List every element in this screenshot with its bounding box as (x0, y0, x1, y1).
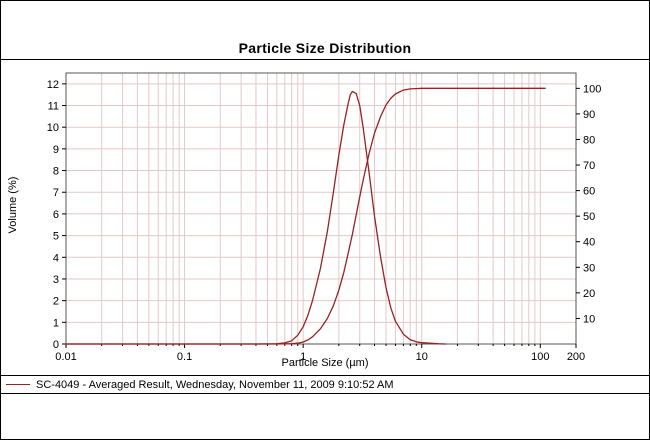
y-left-tick-label: 0 (53, 339, 59, 351)
cumulative-curve (65, 87, 546, 345)
x-tick-label: 1 (300, 351, 306, 360)
x-tick-label: 200 (567, 351, 585, 360)
y-left-tick-label: 12 (47, 79, 59, 91)
y-left-tick-label: 8 (53, 166, 59, 178)
volume-curve (65, 90, 447, 345)
legend-line-marker (6, 384, 30, 385)
y-axis-title: Volume (%) (7, 176, 19, 234)
chart-header: Particle Size Distribution (1, 1, 649, 60)
x-tick-label: 100 (531, 351, 549, 360)
y-right-tick-label: 70 (583, 160, 595, 172)
y-right-tick-label: 20 (583, 288, 595, 300)
y-right-tick-label: 40 (583, 237, 595, 249)
y-right-tick-label: 50 (583, 211, 595, 223)
y-left-tick-label: 1 (53, 317, 59, 329)
y-left-tick-label: 10 (47, 122, 59, 134)
y-left-tick-label: 4 (53, 252, 59, 264)
plot-border (65, 72, 577, 345)
y-left-tick-label: 2 (53, 296, 59, 308)
y-left-tick-label: 9 (53, 144, 59, 156)
y-left-tick-label: 7 (53, 187, 59, 199)
particle-size-chart: 01234567891011121020304050607080901000.0… (47, 72, 601, 360)
x-tick-label: 0.01 (55, 351, 76, 360)
y-right-tick-label: 100 (583, 83, 601, 95)
chart-legend: SC-4049 - Averaged Result, Wednesday, No… (1, 375, 649, 394)
y-right-tick-label: 30 (583, 262, 595, 274)
y-left-tick-label: 3 (53, 274, 59, 286)
x-tick-label: 0.1 (177, 351, 192, 360)
y-right-tick-label: 10 (583, 313, 595, 325)
y-right-tick-label: 90 (583, 109, 595, 121)
y-left-tick-label: 6 (53, 209, 59, 221)
y-left-tick-label: 11 (48, 101, 59, 113)
y-right-tick-label: 60 (583, 186, 595, 198)
y-right-tick-label: 80 (583, 134, 595, 146)
legend-label: SC-4049 - Averaged Result, Wednesday, No… (36, 378, 394, 391)
chart-title: Particle Size Distribution (238, 40, 412, 56)
y-left-tick-label: 5 (53, 231, 59, 243)
x-tick-label: 10 (416, 351, 428, 360)
x-axis-title: Particle Size (µm) (281, 357, 369, 369)
